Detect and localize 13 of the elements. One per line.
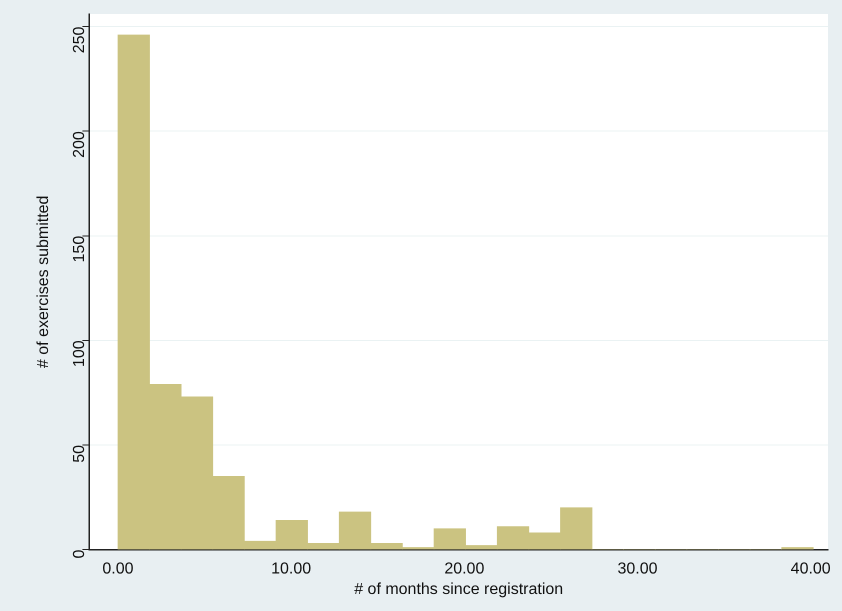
x-tick-label: 20.00 <box>444 560 484 578</box>
x-tick-label: 10.00 <box>271 560 312 578</box>
y-tick-label: 200 <box>70 131 88 158</box>
y-axis-title: # of exercises submitted <box>35 196 52 368</box>
y-tick-label: 250 <box>70 26 88 54</box>
x-tick-label: 30.00 <box>617 560 658 578</box>
y-tick-label: 0 <box>70 550 88 559</box>
y-tick-label: 100 <box>70 340 88 368</box>
y-tick-label: 50 <box>70 444 88 463</box>
x-axis-title: # of months since registration <box>354 580 564 598</box>
x-tick-label: 0.00 <box>102 560 134 578</box>
x-tick-label: 40.00 <box>790 560 831 578</box>
y-tick-label: 150 <box>70 236 88 262</box>
